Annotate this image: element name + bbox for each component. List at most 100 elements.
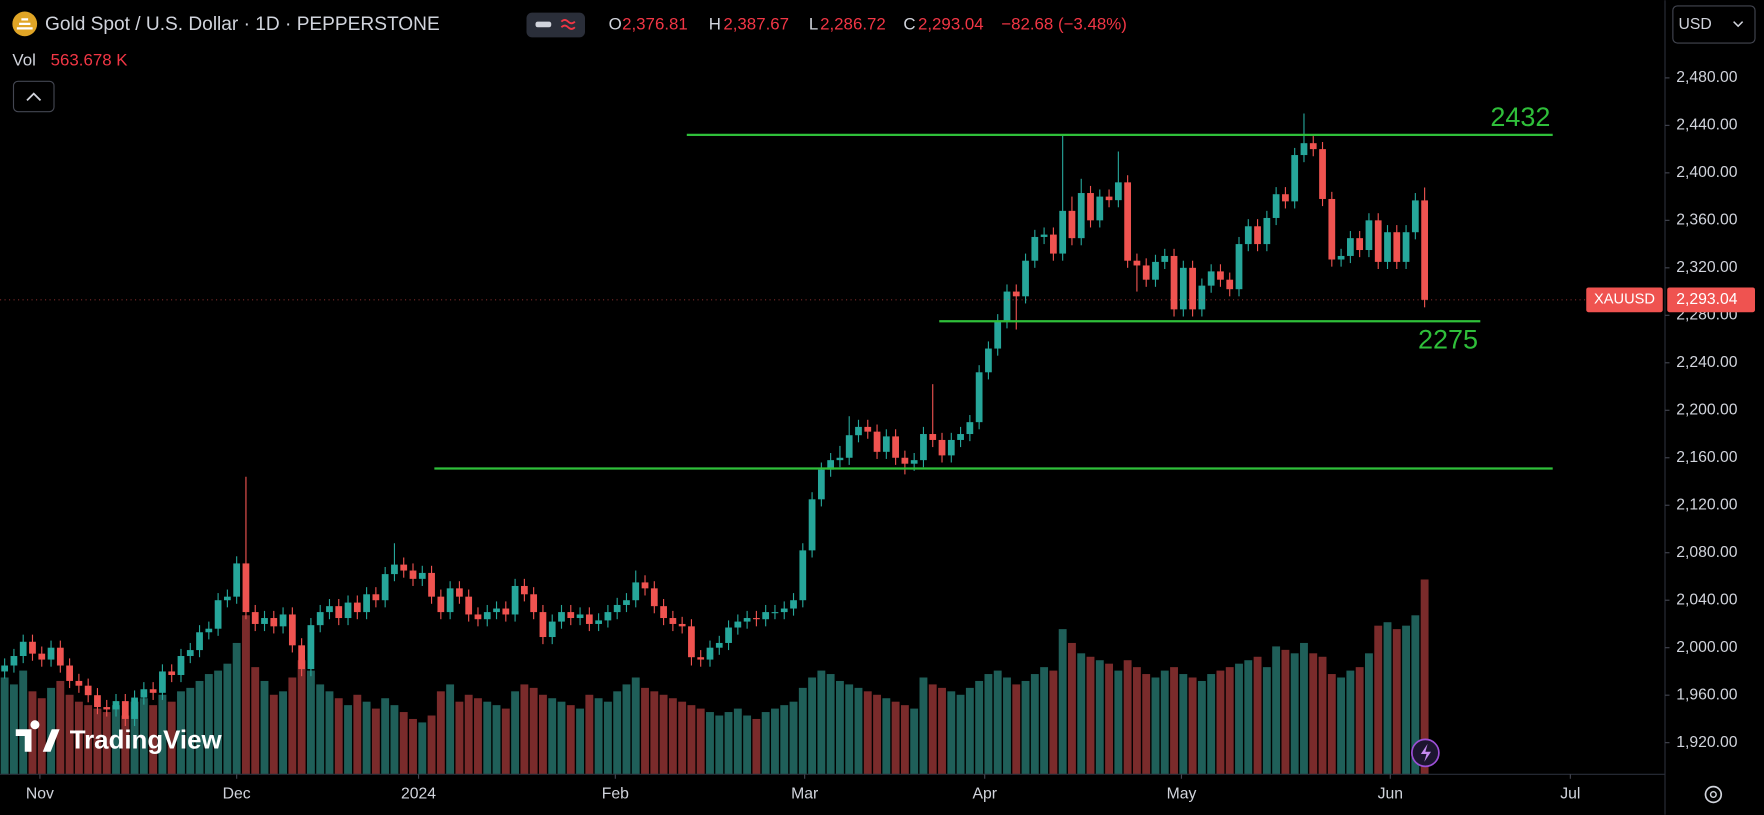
y-tick-label: 1,960.00: [1676, 686, 1738, 703]
volume-bar: [603, 701, 612, 775]
currency-label: USD: [1679, 16, 1712, 33]
volume-bar: [919, 677, 928, 775]
candle-body: [1, 665, 9, 672]
volume-bar: [696, 708, 705, 775]
candle-body: [836, 457, 844, 461]
volume-bar: [882, 698, 891, 775]
candle-body: [966, 422, 974, 435]
volume-bar: [1170, 667, 1178, 775]
candle-body: [1068, 210, 1076, 239]
candle-body: [10, 656, 18, 666]
candle-body: [372, 594, 380, 601]
ohlc-c: C: [903, 14, 915, 33]
volume-bar: [789, 701, 798, 775]
candle-body: [1235, 244, 1243, 290]
brand-name: TradingView: [70, 726, 223, 754]
volume-bar: [28, 691, 37, 775]
candle-body: [1198, 285, 1206, 310]
volume-bar: [158, 694, 167, 775]
candle-body: [233, 563, 241, 597]
ohlc-l: L: [809, 14, 818, 33]
volume-bar: [1411, 615, 1420, 775]
candle-body: [1217, 271, 1224, 280]
candle-body: [650, 588, 658, 607]
candle-body: [595, 620, 602, 624]
candle-body: [131, 697, 138, 719]
volume-bar: [557, 701, 566, 775]
volume-bar: [195, 680, 204, 775]
candle-body: [298, 645, 306, 670]
price-tag-label: 2,293.04: [1676, 291, 1738, 308]
volume-bar: [381, 698, 390, 775]
candle-body: [381, 574, 389, 601]
price-tag: [1667, 287, 1755, 313]
candle-body: [1337, 255, 1345, 260]
candle-body: [845, 435, 853, 458]
candle-body: [121, 701, 129, 719]
volume-bar: [650, 691, 659, 775]
candle-body: [623, 600, 630, 605]
volume-bar: [585, 694, 594, 775]
volume-bar: [501, 708, 510, 775]
candle-body: [326, 606, 333, 613]
volume-bar: [900, 705, 909, 775]
volume-bar: [1003, 677, 1011, 775]
candle-body: [780, 608, 788, 613]
currency-button[interactable]: USD: [1672, 5, 1756, 44]
candle-body: [1031, 236, 1039, 261]
candle-body: [242, 563, 250, 613]
volume-last: 563.678 K: [51, 50, 129, 69]
x-tick-label: Apr: [972, 786, 997, 803]
candle-body: [1374, 220, 1382, 262]
volume-bar: [1346, 670, 1355, 775]
candle-body: [19, 641, 27, 657]
volume-bar: [0, 677, 9, 775]
settings-button[interactable]: [1704, 785, 1723, 804]
candle-body: [1282, 194, 1289, 202]
x-tick-label: Jun: [1378, 786, 1403, 803]
candle-body: [159, 671, 166, 693]
volume-bar: [1207, 674, 1216, 775]
ohlc-open: 2,376.81: [622, 14, 688, 33]
volume-bar: [706, 712, 714, 775]
candle-body: [437, 596, 445, 613]
candle-body: [29, 641, 36, 654]
candle-body: [947, 439, 955, 456]
y-tick-label: 2,080.00: [1676, 544, 1738, 561]
volume-bar: [613, 691, 622, 775]
lightning-button[interactable]: [1411, 738, 1440, 768]
candle-body: [910, 460, 918, 464]
candle-body: [279, 614, 287, 627]
candle-body: [1012, 291, 1020, 297]
y-tick-label: 2,440.00: [1676, 117, 1738, 134]
candle-body: [678, 623, 686, 627]
volume-bar: [1095, 660, 1104, 775]
volume-bar: [390, 705, 399, 775]
candle-body: [214, 600, 222, 629]
candle-body: [771, 612, 779, 614]
candle-body: [140, 689, 148, 698]
volume-bar: [436, 691, 445, 775]
ohlc-change: −82.68 (−3.48%): [1001, 14, 1127, 33]
volume-bar: [37, 698, 46, 775]
x-tick-label: Nov: [26, 786, 54, 803]
volume-bar: [269, 694, 278, 775]
volume-bar: [724, 712, 733, 775]
candle-body: [576, 614, 584, 619]
candle-body: [186, 650, 194, 657]
volume-bar: [761, 712, 770, 775]
y-tick-label: 2,320.00: [1676, 259, 1738, 276]
volume-bar: [232, 642, 241, 775]
volume-bar: [965, 687, 974, 775]
candle-body: [520, 585, 528, 595]
volume-bar: [1179, 674, 1188, 775]
collapse-button[interactable]: [12, 80, 55, 113]
candle-body: [493, 608, 500, 613]
volume-bar: [1392, 629, 1401, 775]
candle-body: [1393, 232, 1401, 262]
volume-bar: [733, 708, 742, 775]
volume-bar: [1142, 674, 1151, 775]
candle-body: [669, 618, 677, 624]
volume-bar: [483, 701, 492, 775]
